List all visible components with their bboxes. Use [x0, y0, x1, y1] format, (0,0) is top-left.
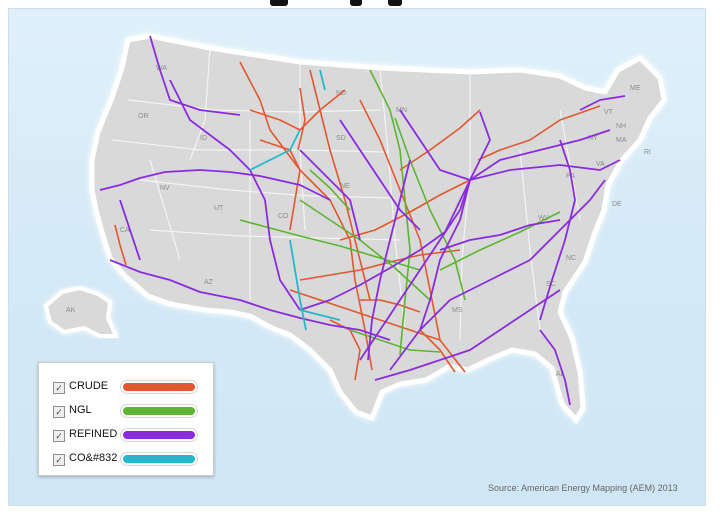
source-credit: Source: American Energy Mapping (AEM) 20… — [488, 483, 678, 493]
state-borders — [111, 47, 581, 341]
state-label-ut: UT — [214, 205, 224, 212]
refined-pipelines — [99, 35, 626, 406]
state-label-va: VA — [596, 161, 605, 168]
co2-checkbox[interactable]: ✓ — [53, 454, 65, 466]
state-label-or: OR — [138, 113, 149, 120]
state-labels: WA OR ID ND SD NE NV UT CO AZ MS WV PA N… — [66, 65, 651, 378]
legend-swatch-crude — [123, 383, 195, 391]
ngl-pipelines — [239, 69, 561, 356]
legend-item-ngl[interactable]: ✓ NGL — [53, 403, 203, 421]
state-label-ca: CA — [120, 227, 130, 234]
state-label-nh: NH — [616, 123, 626, 130]
legend-item-refined[interactable]: ✓ REFINED — [53, 427, 203, 445]
legend-swatch-refined — [123, 431, 195, 439]
state-label-nv: NV — [160, 185, 170, 192]
legend-label-crude: CRUDE — [69, 380, 109, 392]
map-legend: ✓ CRUDE ✓ NGL ✓ REFINED ✓ CO&#832 — [38, 362, 214, 476]
state-label-al: AL — [556, 371, 565, 378]
state-label-ms: MS — [452, 307, 463, 314]
state-label-id: ID — [200, 135, 207, 142]
state-label-mn: MN — [396, 107, 407, 114]
title-glyph — [270, 0, 288, 6]
state-label-ri: RI — [644, 149, 651, 156]
legend-label-ngl: NGL — [69, 404, 92, 416]
state-label-de: DE — [612, 201, 622, 208]
state-label-sd: SD — [336, 135, 346, 142]
state-label-nc: NC — [566, 255, 576, 262]
state-label-ak: AK — [66, 307, 76, 314]
title-glyph — [388, 0, 402, 6]
title-fragment — [0, 0, 720, 8]
state-label-ne: NE — [340, 183, 350, 190]
legend-label-refined: REFINED — [69, 428, 118, 440]
co2-pipelines — [249, 69, 341, 331]
ngl-checkbox[interactable]: ✓ — [53, 406, 65, 418]
legend-item-co2[interactable]: ✓ CO&#832 — [53, 451, 203, 469]
legend-swatch-ngl — [123, 407, 195, 415]
state-label-ny: NY — [588, 135, 598, 142]
crude-checkbox[interactable]: ✓ — [53, 382, 65, 394]
legend-label-co2: CO&#832 — [69, 452, 118, 464]
state-label-wa: WA — [156, 65, 167, 72]
state-label-me: ME — [630, 85, 641, 92]
state-label-co: CO — [278, 213, 289, 220]
state-label-wv: WV — [538, 215, 550, 222]
legend-swatch-co2 — [123, 455, 195, 463]
state-label-vt: VT — [604, 109, 614, 116]
title-glyph — [350, 0, 362, 6]
alaska-landmass — [43, 285, 120, 338]
refined-checkbox[interactable]: ✓ — [53, 430, 65, 442]
state-label-ma: MA — [616, 137, 627, 144]
legend-item-crude[interactable]: ✓ CRUDE — [53, 379, 203, 397]
state-label-az: AZ — [204, 279, 214, 286]
